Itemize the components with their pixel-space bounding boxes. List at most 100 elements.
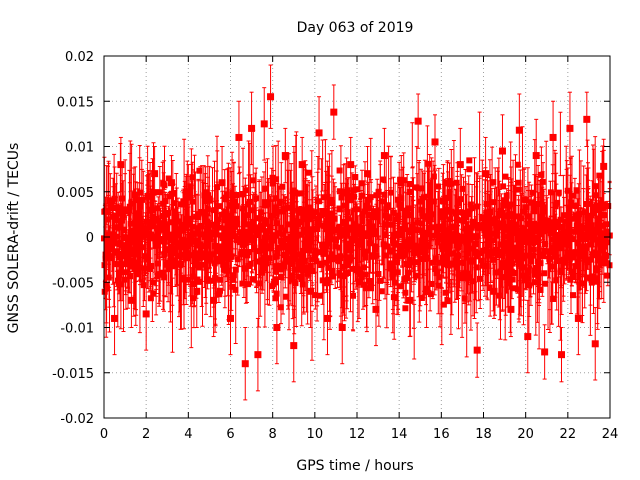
data-point-marker <box>591 340 599 348</box>
data-point <box>515 93 523 167</box>
data-point <box>227 281 234 356</box>
data-point-marker <box>364 170 372 178</box>
data-point <box>248 91 256 166</box>
data-point-marker <box>102 251 110 259</box>
data-point <box>364 146 372 202</box>
data-point-marker <box>558 351 566 359</box>
data-point-marker <box>355 278 363 286</box>
data-point-marker <box>482 170 490 178</box>
data-point-marker <box>106 197 114 205</box>
data-point-marker <box>298 161 306 169</box>
data-point <box>127 272 135 328</box>
data-point-marker <box>281 152 289 160</box>
x-tick-label: 0 <box>100 427 108 442</box>
data-point-marker <box>210 296 218 304</box>
data-point-marker <box>134 215 142 223</box>
y-axis-label: GNSS SOLERA-drift / TECUs <box>6 143 22 334</box>
data-point-marker <box>227 314 234 322</box>
data-point-marker <box>380 152 388 160</box>
data-point <box>218 146 226 220</box>
data-point-marker <box>541 348 549 356</box>
data-point <box>235 100 243 175</box>
data-point <box>541 324 549 380</box>
data-point <box>591 307 599 381</box>
x-tick-label: 2 <box>142 427 150 442</box>
data-point-marker <box>315 129 323 137</box>
axes <box>103 55 611 419</box>
x-tick-label: 6 <box>226 427 234 442</box>
data-point-marker <box>117 161 125 169</box>
data-point <box>167 155 175 211</box>
data-point <box>473 322 481 378</box>
data-point <box>298 136 306 193</box>
data-point-marker <box>193 287 201 295</box>
data-point-marker <box>330 108 338 116</box>
data-point <box>260 87 268 161</box>
data-point-marker <box>248 124 256 132</box>
data-point <box>281 127 289 184</box>
y-tick-label: 0.02 <box>65 50 94 65</box>
data-point <box>482 136 490 211</box>
data-point-marker <box>121 206 129 214</box>
y-tick-label: 0.015 <box>57 95 94 110</box>
data-point <box>439 164 447 238</box>
data-point <box>574 281 582 356</box>
data-point-marker <box>323 314 331 322</box>
data-point-marker <box>201 197 209 205</box>
data-point <box>323 281 331 356</box>
y-tick-label: -0.01 <box>60 322 94 337</box>
data-point-marker <box>142 310 150 318</box>
data-series <box>102 64 608 401</box>
data-point <box>507 281 515 338</box>
data-point <box>210 263 218 338</box>
data-point-marker <box>414 117 422 125</box>
data-point <box>241 327 249 401</box>
data-point-marker <box>235 133 243 141</box>
data-point <box>414 93 422 149</box>
data-point-marker <box>347 161 355 169</box>
data-point <box>448 236 456 292</box>
y-tick-label: 0 <box>86 231 94 246</box>
data-point <box>558 327 566 383</box>
x-tick-label: 22 <box>560 427 577 442</box>
data-point <box>549 100 557 175</box>
data-point <box>397 155 405 211</box>
data-point-marker <box>423 287 431 295</box>
data-point-marker <box>273 324 281 331</box>
data-point <box>372 272 380 347</box>
data-point <box>142 277 150 351</box>
tick-labels: 0 2 4 6 8 10 12 14 16 18 20 22 24-0.02-0.015-0.01-0.… <box>52 50 618 442</box>
y-tick-label: -0.015 <box>52 367 94 382</box>
data-point-marker <box>600 162 608 170</box>
data-point-marker <box>507 305 515 313</box>
data-point <box>600 138 608 195</box>
data-point-marker <box>151 170 159 178</box>
data-point <box>201 173 209 229</box>
data-point-marker <box>184 188 192 196</box>
data-point-marker <box>456 161 464 169</box>
data-point <box>315 96 323 170</box>
x-axis-label: GPS time / hours <box>296 458 413 474</box>
x-tick-label: 20 <box>517 427 534 442</box>
data-point <box>431 114 439 170</box>
data-point <box>498 114 506 188</box>
data-point-marker <box>574 314 582 322</box>
data-point-marker <box>515 126 523 134</box>
data-point <box>273 290 281 365</box>
data-point <box>380 127 388 184</box>
data-point <box>151 146 159 202</box>
data-point-marker <box>176 260 184 268</box>
data-point-marker <box>583 115 591 123</box>
data-point <box>423 254 431 328</box>
data-point <box>456 127 464 202</box>
y-tick-label: -0.005 <box>52 276 94 291</box>
data-point-marker <box>260 120 268 128</box>
data-point-marker <box>448 260 456 268</box>
x-tick-label: 18 <box>475 427 492 442</box>
y-tick-label: -0.02 <box>60 412 94 427</box>
data-point-marker <box>241 360 249 368</box>
y-tick-label: 0.005 <box>57 186 94 201</box>
data-point <box>159 236 167 310</box>
data-point-marker <box>254 351 262 359</box>
data-point-marker <box>473 346 481 354</box>
